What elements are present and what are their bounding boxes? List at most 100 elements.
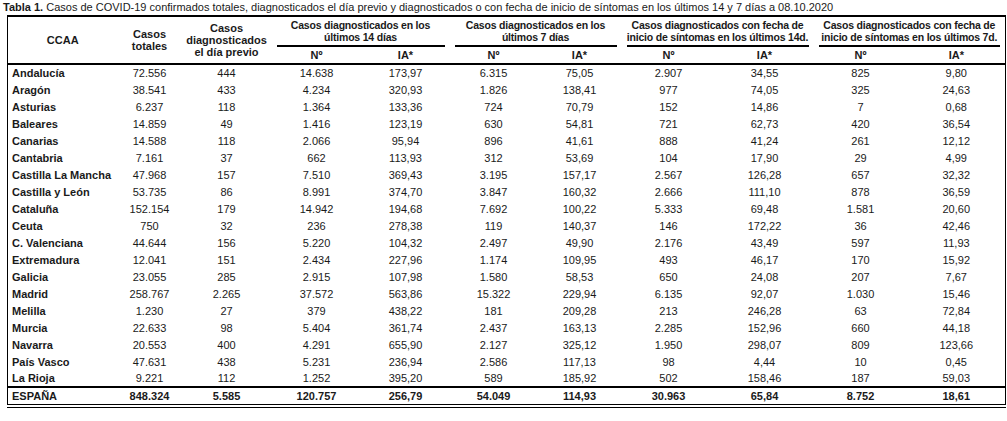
table-row: Extremadura12.0411512.434227,961.174109,…	[8, 251, 1006, 268]
ccaa-name: Murcia	[8, 319, 118, 336]
value-cell: 977	[622, 81, 716, 98]
subcol-n: Nº	[272, 47, 362, 64]
value-cell: 1.581	[814, 200, 908, 217]
value-cell: 825	[814, 64, 908, 81]
ccaa-name: Navarra	[8, 336, 118, 353]
value-cell: 86	[182, 183, 272, 200]
value-cell: 3.195	[450, 166, 538, 183]
value-cell: 261	[814, 132, 908, 149]
covid-cases-table: CCAA Casos totales Casos diagnosticados …	[7, 15, 1006, 408]
value-cell: 42,46	[908, 217, 1006, 234]
subcol-ia: IA*	[908, 47, 1006, 64]
value-cell: 74,05	[716, 81, 814, 98]
col-group-diag-14d: Casos diagnosticados en los últimos 14 d…	[272, 16, 450, 47]
ccaa-name: Galicia	[8, 268, 118, 285]
value-cell: 374,70	[362, 183, 450, 200]
value-cell: 187	[814, 370, 908, 387]
value-cell: 14.588	[118, 132, 182, 149]
value-cell: 151	[182, 251, 272, 268]
ccaa-name: Castilla y León	[8, 183, 118, 200]
value-cell: 1.826	[450, 81, 538, 98]
col-group-diag-7d: Casos diagnosticados en los últimos 7 dí…	[450, 16, 622, 47]
value-cell: 2.907	[622, 64, 716, 81]
value-cell: 2.265	[182, 285, 272, 302]
ccaa-name: Madrid	[8, 285, 118, 302]
value-cell: 98	[182, 319, 272, 336]
value-cell: 111,10	[716, 183, 814, 200]
value-cell: 2.666	[622, 183, 716, 200]
table-row: Baleares14.859491.416123,1963054,8172162…	[8, 115, 1006, 132]
table-row: Madrid258.7672.26537.572563,8615.322229,…	[8, 285, 1006, 302]
value-cell: 157,17	[538, 166, 622, 183]
table-row: Navarra20.5534004.291655,902.127325,121.…	[8, 336, 1006, 353]
value-cell: 170	[814, 251, 908, 268]
value-cell: 361,74	[362, 319, 450, 336]
value-cell: 9.221	[118, 370, 182, 387]
table-title-text: Casos de COVID-19 confirmados totales, d…	[43, 1, 833, 13]
value-cell: 158,46	[716, 370, 814, 387]
ccaa-name: País Vasco	[8, 353, 118, 370]
col-header-casos-totales: Casos totales	[118, 16, 182, 64]
value-cell: 1.030	[814, 285, 908, 302]
value-cell: 138,41	[538, 81, 622, 98]
ccaa-name: C. Valenciana	[8, 234, 118, 251]
value-cell: 58,53	[538, 268, 622, 285]
value-cell: 3.847	[450, 183, 538, 200]
value-cell: 152.154	[118, 200, 182, 217]
value-cell: 438	[182, 353, 272, 370]
value-cell: 4,44	[716, 353, 814, 370]
value-cell: 7	[814, 98, 908, 115]
table-row: Canarias14.5881182.06695,9489641,6188841…	[8, 132, 1006, 149]
value-cell: 27	[182, 302, 272, 319]
value-cell: 30.963	[622, 387, 716, 406]
value-cell: 878	[814, 183, 908, 200]
table-row: País Vasco47.6314385.231236,942.586117,1…	[8, 353, 1006, 370]
value-cell: 896	[450, 132, 538, 149]
value-cell: 36,59	[908, 183, 1006, 200]
value-cell: 160,32	[538, 183, 622, 200]
ccaa-name: Canarias	[8, 132, 118, 149]
ccaa-name: Asturias	[8, 98, 118, 115]
value-cell: 750	[118, 217, 182, 234]
col-group-sintomas-14d: Casos diagnosticados con fecha de inicio…	[622, 16, 814, 47]
value-cell: 179	[182, 200, 272, 217]
ccaa-name: Melilla	[8, 302, 118, 319]
value-cell: 2.176	[622, 234, 716, 251]
col-header-dia-previo: Casos diagnosticados el día previo	[182, 16, 272, 64]
value-cell: 70,79	[538, 98, 622, 115]
value-cell: 1.252	[272, 370, 362, 387]
value-cell: 1.416	[272, 115, 362, 132]
value-cell: 1.580	[450, 268, 538, 285]
value-cell: 379	[272, 302, 362, 319]
value-cell: 152	[622, 98, 716, 115]
value-cell: 163,13	[538, 319, 622, 336]
value-cell: 37.572	[272, 285, 362, 302]
value-cell: 53,69	[538, 149, 622, 166]
value-cell: 37	[182, 149, 272, 166]
value-cell: 2.567	[622, 166, 716, 183]
value-cell: 660	[814, 319, 908, 336]
value-cell: 4,99	[908, 149, 1006, 166]
value-cell: 721	[622, 115, 716, 132]
ccaa-name: Castilla La Mancha	[8, 166, 118, 183]
value-cell: 53.735	[118, 183, 182, 200]
table-row: C. Valenciana44.6441565.220104,322.49749…	[8, 234, 1006, 251]
table-row: Cataluña152.15417914.942194,687.692100,2…	[8, 200, 1006, 217]
col-header-ccaa: CCAA	[8, 16, 118, 64]
value-cell: 36,54	[908, 115, 1006, 132]
value-cell: 229,94	[538, 285, 622, 302]
value-cell: 7.161	[118, 149, 182, 166]
value-cell: 62,73	[716, 115, 814, 132]
value-cell: 98	[622, 353, 716, 370]
subcol-n: Nº	[450, 47, 538, 64]
table-footer: ESPAÑA848.3245.585120.757256,7954.049114…	[8, 387, 1006, 406]
table-title-label: Tabla 1.	[3, 1, 43, 13]
value-cell: 256,79	[362, 387, 450, 406]
value-cell: 41,24	[716, 132, 814, 149]
value-cell: 109,95	[538, 251, 622, 268]
value-cell: 6.315	[450, 64, 538, 81]
value-cell: 5.220	[272, 234, 362, 251]
value-cell: 7.692	[450, 200, 538, 217]
value-cell: 11,93	[908, 234, 1006, 251]
table-row: Melilla1.23027379438,22181209,28213246,2…	[8, 302, 1006, 319]
